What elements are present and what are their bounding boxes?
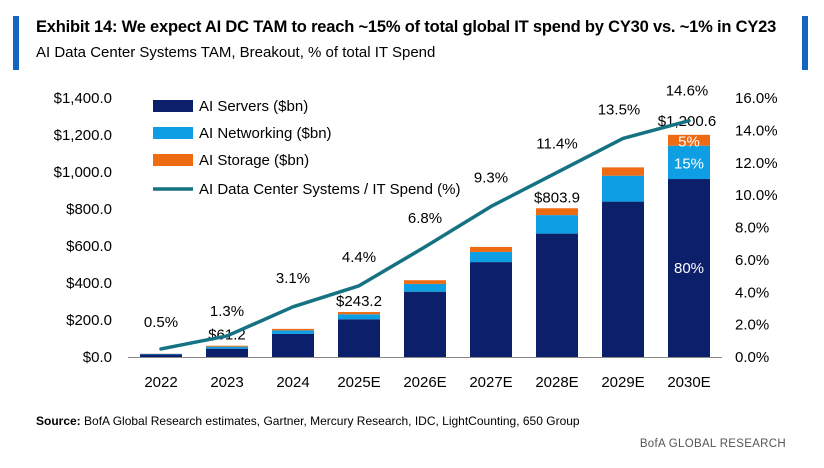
bar-servers-2022 — [140, 354, 182, 357]
y-right-tick-label: 12.0% — [735, 155, 778, 172]
x-tick-label: 2028E — [535, 374, 578, 391]
legend-swatch-storage — [153, 154, 193, 166]
bar-storage-2023 — [206, 345, 248, 347]
legend-swatch-networking — [153, 127, 193, 139]
source-label: Source: — [36, 414, 81, 428]
accent-bar-left — [13, 16, 19, 70]
legend-label: AI Data Center Systems / IT Spend (%) — [199, 181, 461, 198]
y-left-tick-label: $600.0 — [66, 238, 112, 255]
bar-servers-2030e — [668, 179, 710, 357]
y-left-tick-label: $1,200.0 — [54, 127, 112, 144]
y-left-tick-label: $1,400.0 — [54, 90, 112, 107]
y-left-tick-label: $400.0 — [66, 275, 112, 292]
legend-swatch-servers — [153, 100, 193, 112]
line-data-label: 13.5% — [598, 101, 641, 118]
bar-storage-2027e — [470, 246, 512, 252]
x-tick-label: 2024 — [276, 374, 309, 391]
bar-storage-2029e — [602, 167, 644, 176]
x-tick-label: 2022 — [144, 374, 177, 391]
bar-networking-2025e — [338, 314, 380, 320]
y-left-tick-label: $200.0 — [66, 312, 112, 329]
line-data-label: 11.4% — [536, 135, 577, 152]
legend-label: AI Networking ($bn) — [199, 125, 332, 142]
y-left-tick-label: $0.0 — [83, 349, 112, 366]
x-tick-label: 2023 — [210, 374, 243, 391]
bar-networking-2030e — [668, 145, 710, 180]
y-right-tick-label: 10.0% — [735, 187, 778, 204]
y-right-tick-label: 14.0% — [735, 122, 778, 139]
y-right-tick-label: 4.0% — [735, 284, 769, 301]
legend-label: AI Servers ($bn) — [199, 98, 308, 115]
bar-networking-2023 — [206, 346, 248, 349]
bar-servers-2029e — [602, 201, 644, 357]
bar-storage-2025e — [338, 312, 380, 315]
line-data-label: 14.6% — [666, 83, 709, 100]
accent-bar-right — [802, 16, 808, 70]
line-data-label: 6.8% — [408, 210, 442, 227]
source-note: Source: BofA Global Research estimates, … — [36, 414, 580, 428]
y-left-tick-label: $1,000.0 — [54, 164, 112, 181]
line-it-spend-share — [159, 118, 691, 351]
x-tick-label: 2026E — [403, 374, 446, 391]
source-text: BofA Global Research estimates, Gartner,… — [80, 414, 580, 428]
x-tick-label: 2025E — [337, 374, 380, 391]
y-right-tick-label: 8.0% — [735, 220, 769, 237]
bar-servers-2024 — [272, 333, 314, 357]
bar-servers-2023 — [206, 348, 248, 357]
line-data-label: 4.4% — [342, 249, 376, 266]
bar-storage-2024 — [272, 328, 314, 331]
bar-networking-2027e — [470, 251, 512, 263]
y-left-tick-label: $800.0 — [66, 201, 112, 218]
in-bar-label-storage: 5% — [678, 133, 700, 150]
bar-networking-2029e — [602, 175, 644, 202]
bar-servers-2027e — [470, 262, 512, 357]
exhibit-subtitle: AI Data Center Systems TAM, Breakout, % … — [36, 44, 436, 61]
y-right-tick-label: 2.0% — [735, 317, 769, 334]
line-data-label: 1.3% — [210, 303, 244, 320]
x-tick-label: 2027E — [469, 374, 512, 391]
in-bar-label-networking: 15% — [674, 155, 704, 172]
bar-servers-2025e — [338, 319, 380, 357]
line-data-label: 9.3% — [474, 169, 508, 186]
in-bar-label-servers: 80% — [674, 260, 704, 277]
bar-servers-2026e — [404, 291, 446, 357]
total-label: $803.9 — [534, 189, 580, 206]
bar-servers-2028e — [536, 233, 578, 357]
y-right-tick-label: 16.0% — [735, 90, 778, 107]
bar-networking-2024 — [272, 330, 314, 334]
line-data-label: 0.5% — [144, 314, 178, 331]
x-tick-label: 2029E — [601, 374, 644, 391]
exhibit-title: Exhibit 14: We expect AI DC TAM to reach… — [36, 18, 777, 36]
bar-networking-2022 — [140, 353, 182, 355]
bar-storage-2026e — [404, 280, 446, 284]
bar-storage-2028e — [536, 208, 578, 216]
legend-label: AI Storage ($bn) — [199, 152, 309, 169]
bar-networking-2028e — [536, 215, 578, 234]
total-label: $243.2 — [336, 293, 382, 310]
line-data-label: 3.1% — [276, 270, 310, 287]
bar-networking-2026e — [404, 283, 446, 292]
y-right-tick-label: 6.0% — [735, 252, 769, 269]
x-tick-label: 2030E — [667, 374, 710, 391]
brand-footer: BofA GLOBAL RESEARCH — [639, 438, 786, 450]
y-right-tick-label: 0.0% — [735, 349, 769, 366]
bar-storage-2030e — [668, 134, 710, 146]
